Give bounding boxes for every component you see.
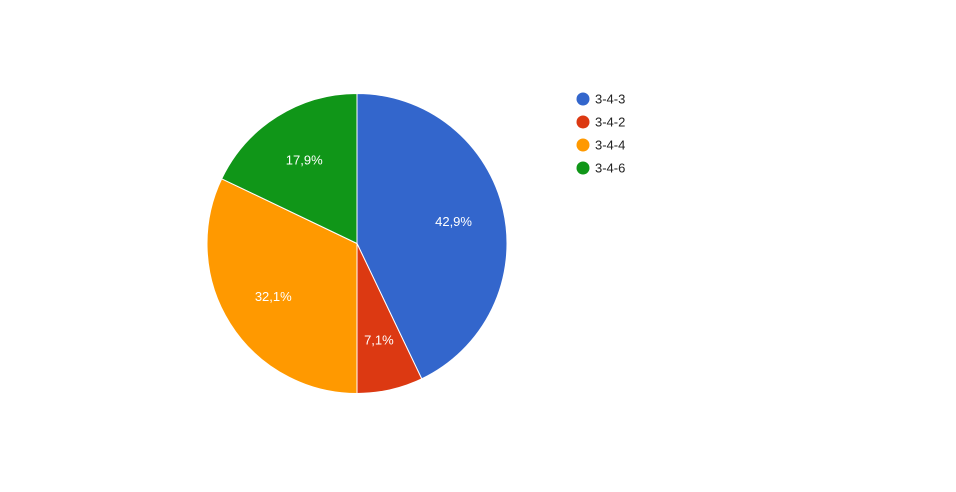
legend-item-3-4-4[interactable]: 3-4-4 bbox=[576, 138, 626, 153]
legend-label: 3-4-6 bbox=[595, 161, 625, 176]
legend: 3-4-3 3-4-2 3-4-4 3-4-6 bbox=[576, 92, 626, 176]
pie-slice-labels: 42,9% 7,1% 32,1% 17,9% bbox=[255, 152, 473, 347]
legend-item-3-4-2[interactable]: 3-4-2 bbox=[576, 115, 626, 130]
pie-slice-3-4-3[interactable] bbox=[356, 92, 508, 380]
pie-slice-3-4-6[interactable] bbox=[221, 92, 358, 245]
pie-slice-label: 7,1% bbox=[364, 333, 394, 348]
legend-swatch-icon bbox=[576, 161, 590, 175]
pie-slices bbox=[206, 92, 508, 395]
legend-label: 3-4-4 bbox=[595, 138, 625, 153]
legend-item-3-4-6[interactable]: 3-4-6 bbox=[576, 161, 626, 176]
legend-swatch-icon bbox=[576, 138, 590, 152]
legend-label: 3-4-2 bbox=[595, 115, 625, 130]
pie-slice-3-4-4[interactable] bbox=[206, 178, 358, 395]
pie-slice-label: 32,1% bbox=[255, 289, 292, 304]
legend-item-3-4-3[interactable]: 3-4-3 bbox=[576, 92, 626, 107]
pie-slice-label: 17,9% bbox=[286, 152, 323, 167]
pie-slice-label: 42,9% bbox=[435, 214, 472, 229]
legend-swatch-icon bbox=[576, 92, 590, 106]
legend-swatch-icon bbox=[576, 115, 590, 129]
legend-label: 3-4-3 bbox=[595, 92, 625, 107]
